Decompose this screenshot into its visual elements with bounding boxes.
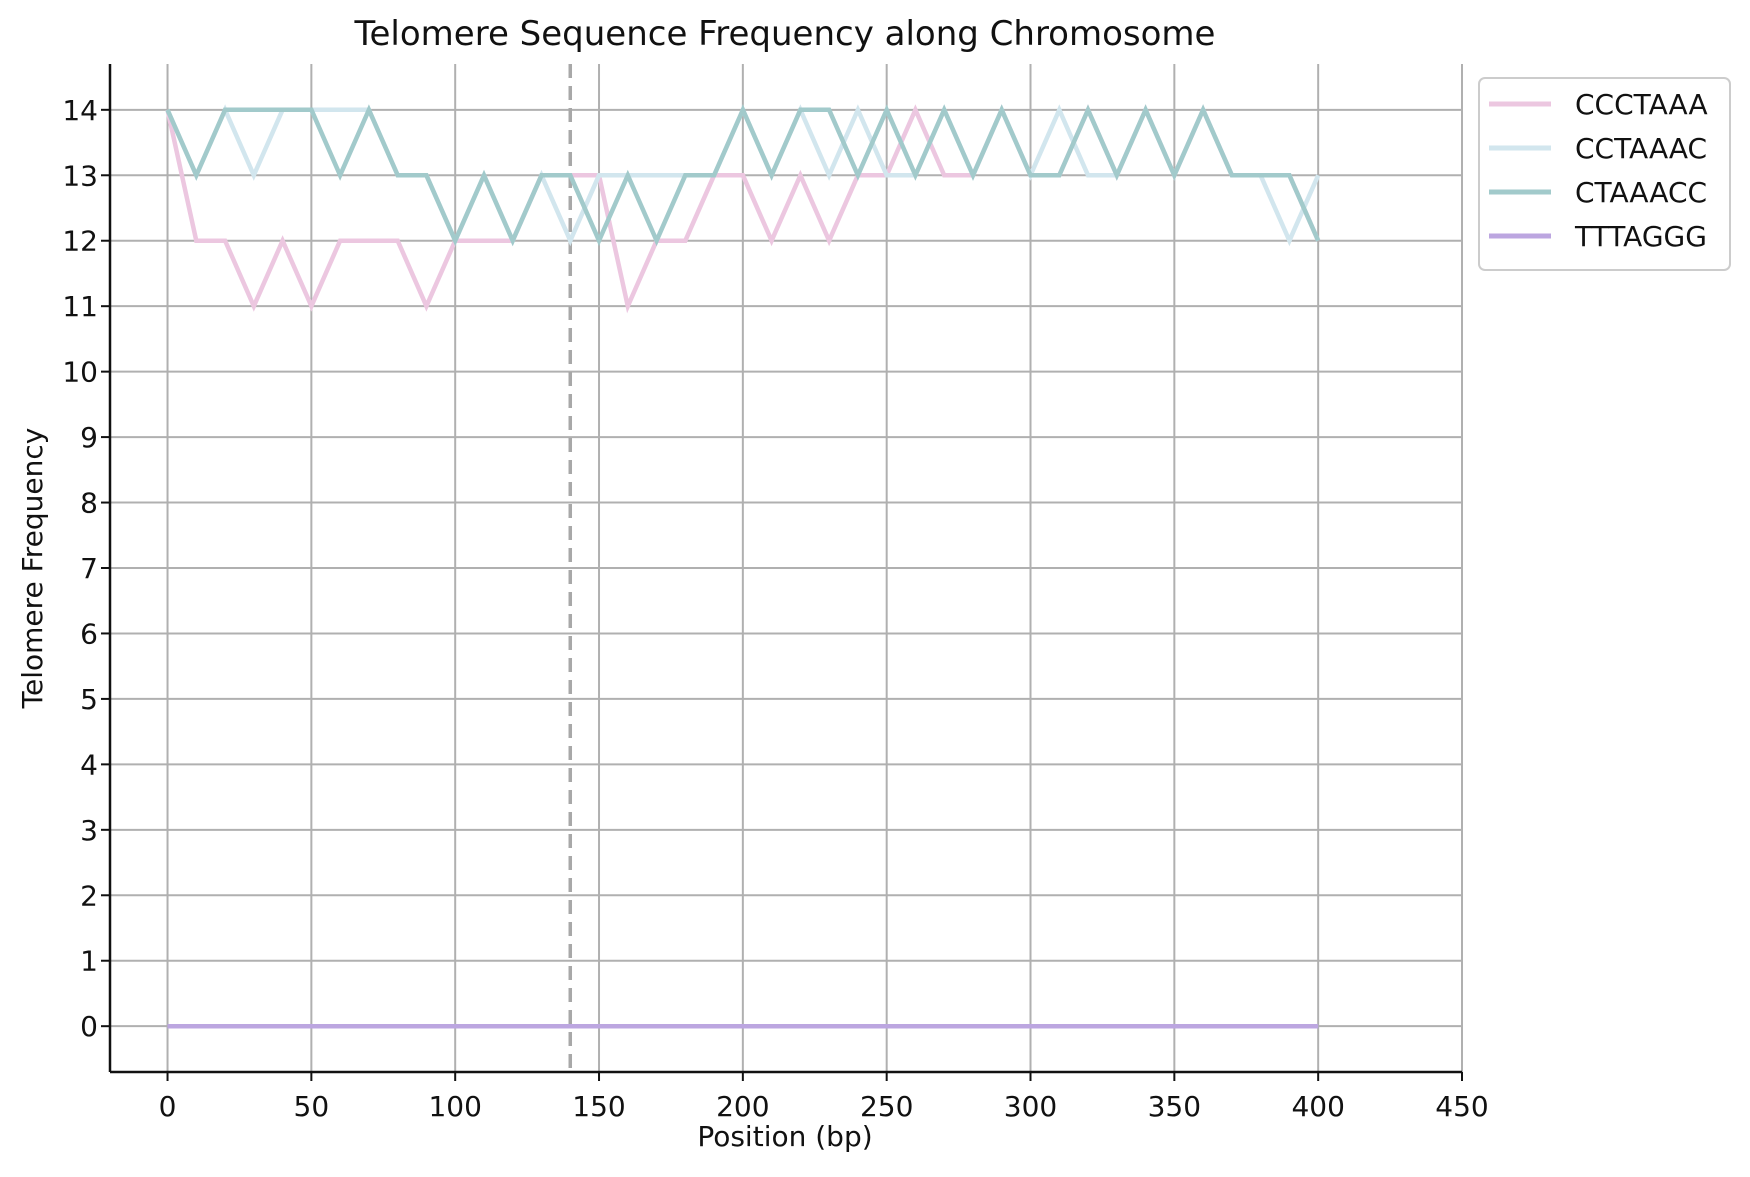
- y-tick-label: 0: [80, 1010, 98, 1043]
- y-tick-label: 1: [80, 945, 98, 978]
- y-tick-label: 5: [80, 683, 98, 716]
- y-tick-label: 9: [80, 421, 98, 454]
- y-tick-label: 13: [62, 159, 98, 192]
- y-tick-label: 8: [80, 487, 98, 520]
- x-tick-label: 300: [1004, 1090, 1057, 1123]
- legend-label: CTAAACC: [1575, 176, 1707, 209]
- legend: CCCTAAA CCTAAAC CTAAACC TTTAGGG: [1478, 77, 1731, 271]
- series-line-ctaaacc: [165, 104, 1321, 247]
- y-tick-label: 6: [80, 617, 98, 650]
- chart-title: Telomere Sequence Frequency along Chromo…: [354, 14, 1216, 54]
- x-tick-label: 150: [572, 1090, 625, 1123]
- y-tick-label: 12: [62, 225, 98, 258]
- x-tick-label: 200: [716, 1090, 769, 1123]
- y-tick-label: 7: [80, 552, 98, 585]
- x-tick-label: 450: [1435, 1090, 1488, 1123]
- y-tick-label: 14: [62, 94, 98, 127]
- x-tick-label: 350: [1148, 1090, 1201, 1123]
- x-axis-label: Position (bp): [697, 1120, 872, 1153]
- legend-label: CCCTAAA: [1575, 88, 1708, 121]
- grid-lines: [110, 64, 1463, 1072]
- y-tick-label: 10: [62, 356, 98, 389]
- y-tick-label: 11: [62, 290, 98, 323]
- legend-label: CCTAAAC: [1575, 132, 1707, 165]
- legend-label: TTTAGGG: [1574, 220, 1707, 253]
- y-axis-label: Telomere Frequency: [16, 428, 49, 710]
- x-tick-label: 0: [159, 1090, 177, 1123]
- legend-box: [1478, 77, 1731, 271]
- y-tick-label: 2: [80, 879, 98, 912]
- y-tick-label: 4: [80, 748, 98, 781]
- x-tick-label: 100: [428, 1090, 481, 1123]
- x-tick-label: 400: [1291, 1090, 1344, 1123]
- x-tick-labels: 0 50 100 150 200 250 300 350 400 450: [159, 1090, 1489, 1123]
- axes: [101, 64, 1463, 1081]
- x-tick-label: 50: [294, 1090, 330, 1123]
- x-tick-label: 250: [860, 1090, 913, 1123]
- y-tick-label: 3: [80, 814, 98, 847]
- series-lines: [165, 104, 1321, 1029]
